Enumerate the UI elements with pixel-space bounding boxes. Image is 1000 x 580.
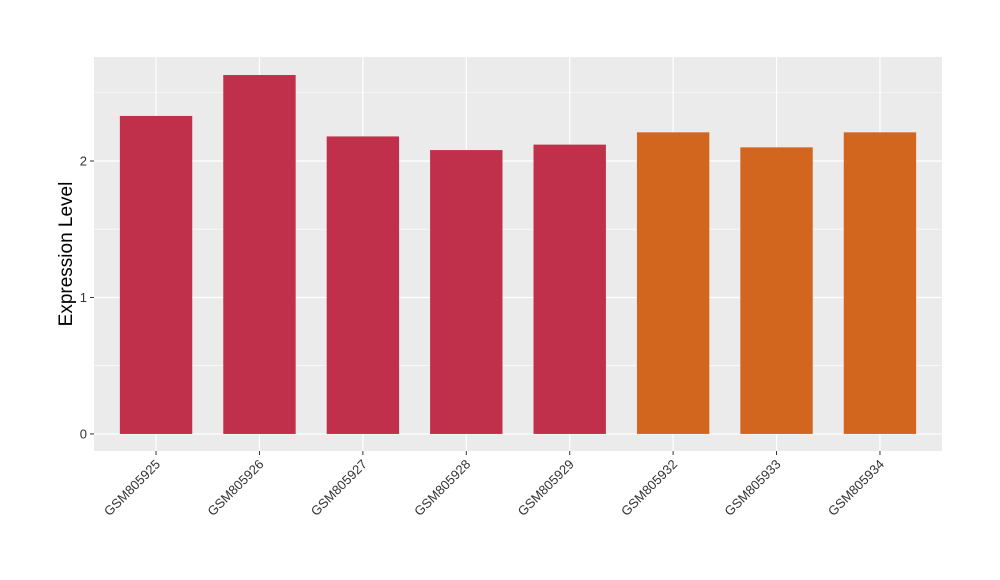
bar (430, 150, 503, 434)
y-tick-label: 0 (80, 426, 87, 441)
bar (636, 132, 710, 434)
x-tick-label: GSM805933 (721, 457, 783, 519)
bar (326, 136, 400, 434)
y-tick-label: 2 (80, 153, 87, 168)
x-tick-label: GSM805926 (204, 457, 266, 519)
x-tick-label: GSM805927 (308, 457, 370, 519)
x-tick-label: GSM805925 (101, 457, 163, 519)
bar (223, 75, 296, 434)
x-tick-label: GSM805928 (411, 457, 473, 519)
y-tick-label: 1 (80, 290, 87, 305)
bar (533, 144, 606, 434)
y-axis-label: Expression Level (56, 182, 77, 327)
panel (94, 57, 942, 451)
bar (119, 115, 193, 434)
x-tick-label: GSM805934 (825, 457, 887, 519)
x-tick-label: GSM805932 (618, 457, 680, 519)
x-tick-label: GSM805929 (515, 457, 577, 519)
bar (740, 147, 813, 434)
bar (843, 132, 917, 434)
